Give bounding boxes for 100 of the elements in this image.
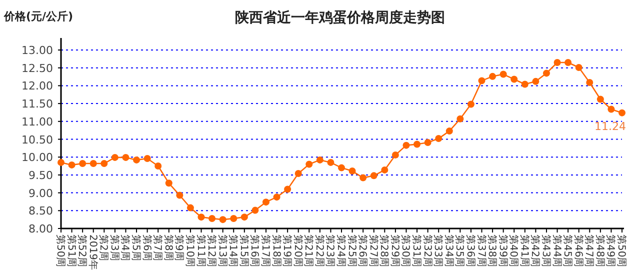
x-tick-label: 第6周 xyxy=(140,234,153,261)
x-tick-label: 第52周 xyxy=(76,234,88,268)
point xyxy=(596,96,604,103)
point xyxy=(348,168,356,175)
y-tick-label: 10.50 xyxy=(22,133,53,146)
point xyxy=(284,186,292,193)
point xyxy=(554,58,561,66)
x-tick-label: 第34周 xyxy=(442,234,455,268)
x-tick-label: 第29周 xyxy=(388,234,401,268)
x-tick-label: 第7周 xyxy=(152,234,164,261)
x-tick-label: 第18周 xyxy=(270,234,282,268)
x-tick-label: 第25周 xyxy=(346,234,358,268)
point xyxy=(370,172,378,180)
x-tick-label: 2019年 xyxy=(86,234,99,270)
x-tick-label: 第5周 xyxy=(130,234,142,261)
x-tick-label: 第41周 xyxy=(518,234,530,268)
point xyxy=(133,156,140,164)
point xyxy=(144,155,151,162)
point xyxy=(478,77,486,84)
point xyxy=(424,138,432,146)
point xyxy=(273,194,280,201)
point xyxy=(575,64,582,71)
point xyxy=(122,154,130,161)
x-tick-label: 第12周 xyxy=(206,234,218,268)
x-tick-label: 第36周 xyxy=(464,234,476,268)
point xyxy=(586,78,594,86)
x-tick-label: 第48周 xyxy=(594,234,606,268)
x-tick-label: 第49周 xyxy=(604,234,617,268)
x-tick-label: 第14周 xyxy=(227,234,240,268)
point xyxy=(186,204,194,212)
point xyxy=(542,70,550,77)
point xyxy=(521,80,528,88)
x-tick-label: 第15周 xyxy=(238,234,250,268)
point xyxy=(489,72,496,80)
point xyxy=(435,135,442,142)
x-tick-label: 第16周 xyxy=(248,234,261,268)
x-tick-label: 第47周 xyxy=(583,234,596,268)
chart-title: 陕西省近一年鸡蛋价格周度走势图 xyxy=(235,9,445,26)
x-tick-label: 第17周 xyxy=(259,234,272,268)
x-tick-label: 第35周 xyxy=(454,234,466,268)
x-tick-label: 第51周 xyxy=(65,234,78,268)
x-tick-label: 第33周 xyxy=(432,234,444,268)
point xyxy=(90,160,97,168)
x-tick-label: 第11周 xyxy=(194,234,207,268)
x-tick-label: 第28周 xyxy=(378,234,390,268)
point xyxy=(467,100,474,108)
x-tick-label: 第20周 xyxy=(292,234,304,268)
x-tick-label: 第13周 xyxy=(216,234,228,268)
x-tick-label: 第45周 xyxy=(562,234,574,268)
point xyxy=(402,142,410,149)
x-tick-label: 第23周 xyxy=(324,234,336,268)
point xyxy=(327,158,334,166)
point xyxy=(240,214,248,221)
point xyxy=(230,215,238,222)
point xyxy=(262,198,270,206)
x-tick-label: 第10周 xyxy=(184,234,196,268)
x-tick-label: 第32周 xyxy=(421,234,434,268)
x-tick-label: 第27周 xyxy=(367,234,380,268)
point xyxy=(165,180,172,187)
point xyxy=(176,192,184,199)
point xyxy=(360,174,367,182)
point xyxy=(219,216,226,224)
x-tick-label: 第40周 xyxy=(508,234,520,268)
point xyxy=(381,166,388,174)
point xyxy=(338,164,345,172)
y-tick-label: 13.00 xyxy=(22,44,53,57)
point xyxy=(564,58,572,66)
point xyxy=(392,151,399,158)
y-axis-title: 价格(元/公斤) xyxy=(3,10,74,23)
data-label: 11.24 xyxy=(594,120,626,133)
x-tick-label: 第24周 xyxy=(335,234,347,268)
point xyxy=(252,206,259,214)
point xyxy=(208,215,216,222)
x-tick-label: 第38周 xyxy=(486,234,498,268)
x-tick-label: 第50周 xyxy=(54,234,66,268)
point xyxy=(154,162,162,170)
y-tick-label: 8.50 xyxy=(28,204,53,218)
point xyxy=(618,109,626,116)
x-tick-label: 第46周 xyxy=(572,234,584,268)
point xyxy=(532,78,540,85)
point xyxy=(500,70,507,78)
point xyxy=(58,158,64,166)
x-tick-label: 第22周 xyxy=(313,234,326,268)
point xyxy=(79,160,86,168)
y-tick-label: 9.00 xyxy=(28,186,53,200)
y-tick-label: 12.00 xyxy=(22,80,53,93)
x-tick-label: 第39周 xyxy=(496,234,509,268)
point xyxy=(294,170,302,178)
x-tick-label: 第4周 xyxy=(119,234,132,261)
x-tick-label: 第9周 xyxy=(173,234,186,261)
point xyxy=(198,214,205,221)
point xyxy=(446,128,453,135)
y-tick-label: 12.50 xyxy=(22,62,53,75)
x-tick-label: 第2周 xyxy=(98,234,110,261)
x-tick-label: 第30周 xyxy=(400,234,412,268)
x-tick-label: 第3周 xyxy=(108,234,120,261)
point xyxy=(316,156,324,164)
x-tick-label: 第42周 xyxy=(529,234,542,268)
point xyxy=(111,154,118,161)
point xyxy=(100,160,108,168)
